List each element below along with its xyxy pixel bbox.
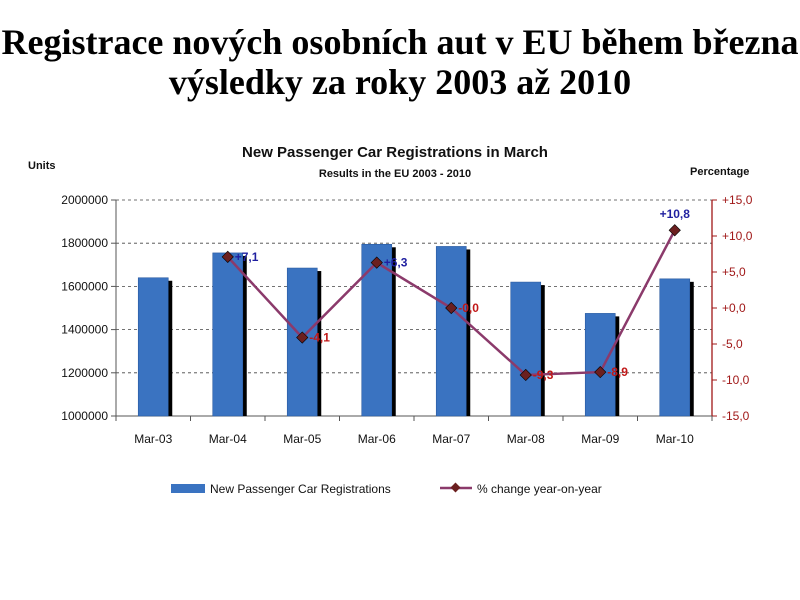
- line-marker: [519, 368, 532, 382]
- line-marker: [668, 224, 681, 237]
- line-marker: [594, 365, 607, 379]
- left-axis-tick-label: 1800000: [61, 236, 108, 250]
- right-axis-tick-label: -15,0: [722, 409, 750, 423]
- left-axis-tick-label: 1400000: [61, 323, 108, 337]
- line-marker: [370, 256, 383, 269]
- right-axis-tick-label: -10,0: [722, 373, 750, 387]
- line-marker: [296, 331, 309, 344]
- bar: [510, 281, 542, 417]
- x-axis-tick-label: Mar-08: [507, 432, 545, 446]
- legend: New Passenger Car Registrations % change…: [171, 482, 602, 496]
- x-axis-tick-label: Mar-09: [581, 432, 619, 446]
- slide-title-line-1: Registrace nových osobních aut v EU běhe…: [1, 22, 799, 62]
- x-axis-tick-label: Mar-10: [656, 432, 694, 446]
- legend-bar-swatch: [171, 484, 205, 493]
- data-label: -4,1: [309, 331, 330, 345]
- bar: [137, 277, 169, 417]
- x-axis-tick-label: Mar-05: [283, 432, 321, 446]
- data-label: +6,3: [384, 256, 408, 270]
- line-marker: [221, 250, 234, 263]
- legend-label-registrations: New Passenger Car Registrations: [210, 482, 391, 496]
- data-label: +10,8: [660, 207, 691, 221]
- left-axis-title: Units: [28, 160, 56, 172]
- data-label: -9,3: [533, 368, 554, 382]
- right-axis-tick-label: +10,0: [722, 229, 753, 243]
- line-marker: [445, 301, 458, 315]
- right-axis-tick-label: -5,0: [722, 337, 743, 351]
- right-axis-tick-label: +5,0: [722, 265, 746, 279]
- right-axis-tick-label: +15,0: [722, 193, 753, 207]
- chart-title: New Passenger Car Registrations in March: [242, 144, 548, 161]
- x-axis-tick-label: Mar-06: [358, 432, 396, 446]
- data-label: +7,1: [235, 250, 259, 264]
- data-label: -0,0: [458, 301, 479, 315]
- right-axis-title: Percentage: [690, 166, 749, 178]
- x-axis-tick-label: Mar-04: [209, 432, 247, 446]
- plot-area: 1000000 1200000 1400000 1600000 1800000 20000…: [61, 193, 752, 446]
- left-axis-tick-label: 1000000: [61, 409, 108, 423]
- bar: [435, 246, 467, 417]
- right-axis-tick-label: +0,0: [722, 301, 746, 315]
- legend-label-change: % change year-on-year: [477, 482, 602, 496]
- left-axis-tick-label: 1600000: [61, 279, 108, 293]
- left-axis-tick-label: 2000000: [61, 193, 108, 207]
- data-label: -8,9: [607, 365, 628, 379]
- bar: [584, 313, 616, 417]
- legend-marker-swatch: [450, 482, 461, 493]
- bar: [659, 278, 691, 417]
- x-axis-tick-label: Mar-03: [134, 432, 172, 446]
- bar: [212, 252, 244, 417]
- left-axis-tick-label: 1200000: [61, 366, 108, 380]
- chart-subtitle: Results in the EU 2003 - 2010: [319, 168, 471, 180]
- x-axis-tick-label: Mar-07: [432, 432, 470, 446]
- slide-title-line-2: výsledky za roky 2003 až 2010: [168, 62, 632, 102]
